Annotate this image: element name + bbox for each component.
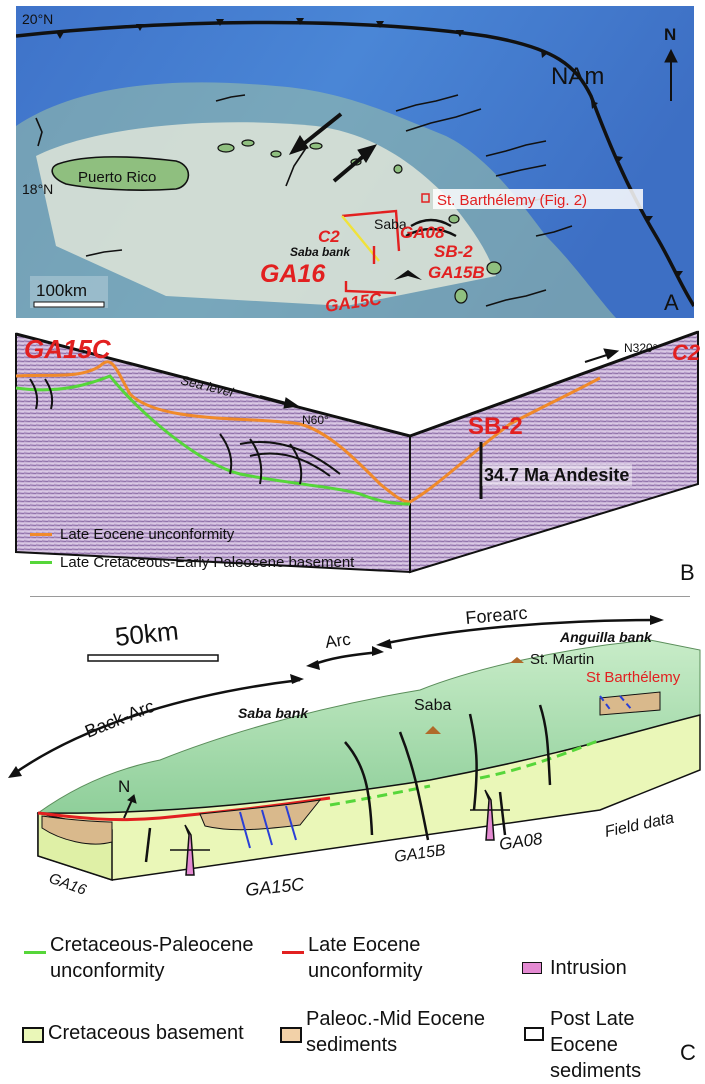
lat-20n-label: 20°N [22,11,53,27]
legend-green-swatch [24,951,46,954]
ga08-label: GA08 [400,223,445,242]
small-islands [217,139,502,304]
st-martin-volcano-icon [510,657,524,663]
legend-red-text: Late Eocene unconformity [308,932,423,984]
ga15c-label-c: GA15C [244,874,306,900]
legend-b-orange: Late Eocene unconformity [30,526,234,543]
legend-post-line1: Post Late Eocene [550,1008,635,1056]
subduction-front [16,20,694,307]
panel-b-letter: B [680,560,695,585]
scale-bar [33,301,105,308]
saba-bank-label: Saba bank [290,245,351,259]
section-top-right [409,330,699,438]
legend-paleoc-line1: Paleoc.-Mid Eocene [306,1008,485,1030]
panel-a-letter: A [664,290,679,315]
st-barth-label: St. Barthélemy (Fig. 2) [437,192,587,209]
legend-green-text: Cretaceous-Paleocene unconformity [50,932,253,984]
saba-label: Saba [374,216,407,232]
legend-b-green-label: Late Cretaceous-Early Paleocene basement [60,554,355,571]
sb2-label: SB-2 [434,242,473,261]
c2-label: C2 [318,227,340,246]
puerto-rico-label: Puerto Rico [78,169,156,186]
blue-faults [239,695,633,849]
azimuth-n60-label: N60° [302,413,329,427]
intrusion-body-right [470,789,510,841]
ga16-label: GA16 [260,260,326,288]
c2-label-b: C2 [672,340,701,365]
faults-c [144,704,552,863]
st-barth-label-c: St Barthélemy [586,669,681,686]
sediment-basin-left [41,815,113,845]
triangle-marker-icon [394,270,422,280]
field-data-label: Field data [603,810,675,841]
ga15b-label: GA15B [428,263,485,282]
st-martin-label: St. Martin [530,651,594,668]
st-barth-label-bg [433,189,643,209]
lat-18n-label: 18°N [22,181,53,197]
basement-line [15,374,411,506]
red-unconformity [37,796,331,822]
andesite-label: 34.7 Ma Andesite [484,465,629,485]
late-eocene-unconformity-line [15,360,601,504]
legend-b-green: Late Cretaceous-Early Paleocene basement [30,554,354,571]
sediment-basin-right [599,691,661,716]
saba-volcano-icon [425,726,441,734]
st-barth-box [421,193,430,203]
section-top-left [15,332,411,438]
ga15b-label-c: GA15B [393,842,447,866]
puerto-rico-island [51,156,190,191]
legend-paleoc-swatch [280,1027,302,1043]
andesite-label-bg [482,464,632,486]
panel-c-letter: C [680,1040,696,1065]
fault-lines-b [29,378,483,499]
scale-bar-c-label: 50km [113,615,179,651]
legend-green-line1: Cretaceous-Paleocene [50,934,254,956]
legend-intrusion-label: Intrusion [550,957,627,979]
ga16-label-c: GA16 [47,870,89,899]
legend-post-swatch [524,1027,544,1041]
saba-bank-label-c: Saba bank [238,705,309,721]
saba-label-c: Saba [414,697,451,714]
legend-red-line1: Late Eocene [308,934,421,956]
legend-basement-text: Cretaceous basement [48,1020,244,1046]
scale-bar-c [87,654,219,662]
north-label-c: N [118,777,130,796]
legend-basement-swatch [22,1027,44,1043]
thrust-teeth [56,18,683,278]
sea-level-arrow-icon [259,348,620,409]
scale-bar-label: 100km [36,281,87,300]
north-arrow-icon-c [123,794,137,819]
intrusion-body-left [170,824,210,876]
azimuth-n320-label: N320° [624,341,658,355]
legend-paleoc-line2: sediments [306,1034,398,1056]
legend-green-line2: unconformity [50,960,165,982]
anguilla-bank-label: Anguilla bank [559,629,653,645]
seismic-section-right [409,330,699,574]
panel-c-block: 50km Back-Arc Arc Forearc Anguilla bank … [8,603,701,900]
forearc-label: Forearc [465,603,529,628]
north-label: N [664,25,676,44]
legend-red-line2: unconformity [308,960,423,982]
legend-basement-label: Cretaceous basement [48,1022,244,1044]
panel-b-seismic: GA15C Sea level N60° SB-2 N320° C2 34.7 … [15,330,701,585]
back-arc-label: Back-Arc [82,696,157,742]
north-arrow-icon [664,48,678,101]
seismic-profile-lines [341,209,457,295]
motion-arrows [288,112,378,183]
arc-label: Arc [324,630,352,652]
sb2-label-b: SB-2 [468,413,523,440]
panel-a-map: Puerto Rico [16,6,694,318]
orange-line-swatch [30,533,52,536]
domain-arrowheads [8,615,664,778]
legend-paleoc-text: Paleoc.-Mid Eocene sediments [306,1006,485,1058]
nam-plate-label: NAm [551,63,604,90]
divider [30,596,690,597]
legend-b-orange-label: Late Eocene unconformity [60,526,235,543]
ga15c-label-b: GA15C [24,334,112,364]
legend-red-swatch [282,951,304,954]
green-unconformity [329,738,601,807]
legend-intrusion-text: Intrusion [550,955,627,981]
legend-intrusion-swatch [522,962,542,974]
green-line-swatch [30,561,52,564]
